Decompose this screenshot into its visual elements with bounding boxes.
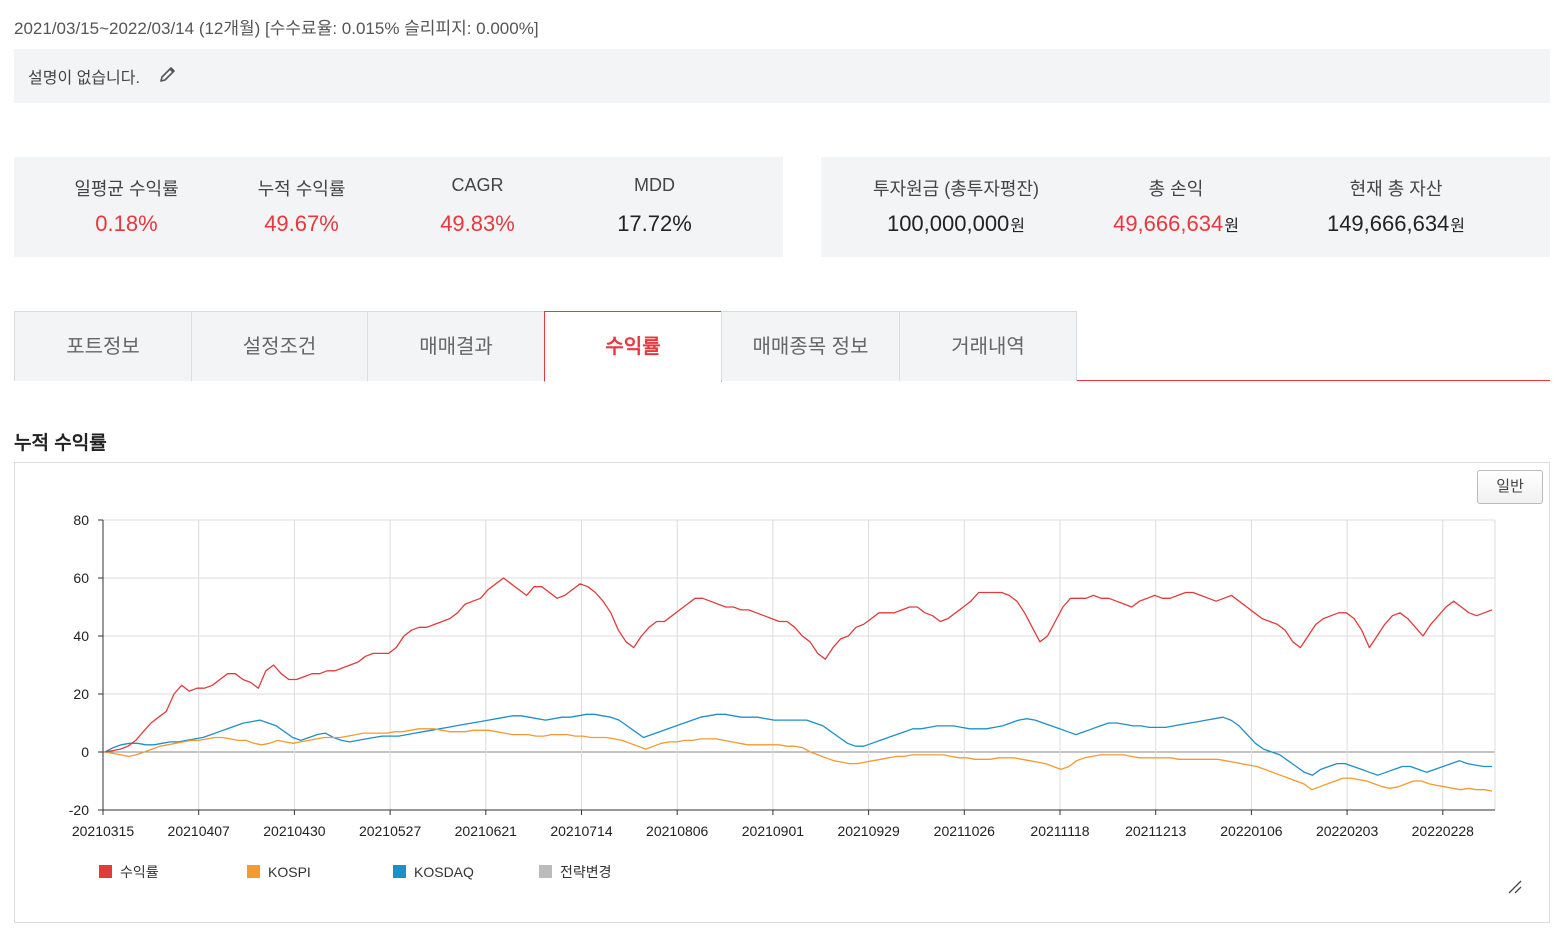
- x-tick-label: 20210430: [263, 823, 326, 839]
- stat-number: 100,000,000: [886, 211, 1010, 236]
- tab-bar: 포트정보 설정조건 매매결과 수익률 매매종목 정보 거래내역: [14, 311, 1550, 382]
- resize-handle-icon[interactable]: [1508, 880, 1522, 894]
- cumulative-return-chart: 80 60 40 20 0 -20 20210315 20210407 20210430 2021…: [69, 512, 1522, 894]
- tab-stock-info[interactable]: 매매종목 정보: [721, 311, 900, 381]
- stat-principal: 투자원금 (총투자평잔) 100,000,000원: [836, 157, 1076, 257]
- legend-item[interactable]: 전략변경: [539, 864, 612, 880]
- chart-section-title: 누적 수익률: [14, 433, 107, 454]
- return-stats-panel: 일평균 수익률 0.18% 누적 수익률 49.67% CAGR 49.83% …: [14, 157, 783, 257]
- y-tick-label: 0: [81, 744, 89, 760]
- legend-item[interactable]: KOSPI: [247, 864, 311, 880]
- x-tick-label: 20220228: [1412, 823, 1475, 839]
- y-tick-label: 40: [73, 628, 89, 644]
- description-box: 설명이 없습니다.: [14, 49, 1550, 103]
- y-tick-label: 60: [73, 570, 89, 586]
- legend-swatch: [539, 865, 552, 878]
- stat-label: 투자원금 (총투자평잔): [872, 179, 1040, 199]
- x-tick-label: 20211118: [1030, 823, 1089, 839]
- stat-number: 49,666,634: [1113, 211, 1224, 236]
- y-tick-label: 80: [73, 512, 89, 528]
- legend-label: 전략변경: [560, 864, 612, 880]
- x-tick-label: 20210806: [646, 823, 709, 839]
- tab-returns[interactable]: 수익률: [544, 311, 722, 382]
- legend-swatch: [99, 865, 112, 878]
- stat-label: 누적 수익률: [257, 179, 346, 199]
- stat-cagr: CAGR 49.83%: [390, 157, 565, 257]
- x-tick-label: 20210621: [455, 823, 518, 839]
- stat-value: 17.72%: [617, 211, 692, 236]
- backtest-period: 2021/03/15~2022/03/14 (12개월) [수수료율: 0.01…: [14, 19, 539, 38]
- stat-unit: 원: [1010, 218, 1026, 235]
- legend-label: KOSPI: [268, 864, 311, 880]
- tab-trade-results[interactable]: 매매결과: [367, 311, 545, 381]
- stat-mdd: MDD 17.72%: [567, 157, 742, 257]
- legend-swatch: [247, 865, 260, 878]
- stat-daily-avg-return: 일평균 수익률 0.18%: [39, 157, 214, 257]
- stat-unit: 원: [1450, 218, 1466, 235]
- stat-label: 현재 총 자산: [1349, 179, 1443, 199]
- stat-label: MDD: [634, 175, 675, 195]
- x-tick-label: 20211213: [1125, 823, 1186, 839]
- series-line-2: [104, 713, 1492, 776]
- y-tick-label: -20: [69, 802, 89, 818]
- chart-mode-button[interactable]: 일반: [1477, 470, 1543, 504]
- stat-label: 일평균 수익률: [74, 179, 179, 199]
- stat-value: 49.83%: [440, 211, 515, 236]
- x-tick-label: 20210407: [168, 823, 231, 839]
- stat-value: 0.18%: [95, 211, 158, 236]
- x-tick-label: 20210714: [550, 823, 613, 839]
- series-line-0: [104, 577, 1493, 753]
- legend-item[interactable]: 수익률: [99, 864, 159, 880]
- legend-item[interactable]: KOSDAQ: [393, 864, 474, 880]
- tab-port-info[interactable]: 포트정보: [14, 311, 192, 381]
- stat-total-assets: 현재 총 자산 149,666,634원: [1276, 157, 1516, 257]
- asset-stats-panel: 투자원금 (총투자평잔) 100,000,000원 총 손익 49,666,63…: [821, 157, 1550, 257]
- pencil-edit-icon[interactable]: [158, 64, 178, 84]
- legend-label: 수익률: [120, 864, 159, 880]
- stat-total-pnl: 총 손익 49,666,634원: [1056, 157, 1296, 257]
- chart-panel: 일반 80 60 40 20 0 -20 20210315 20210407 20210430 2…: [14, 462, 1550, 923]
- legend-label: KOSDAQ: [414, 864, 474, 880]
- tab-settings[interactable]: 설정조건: [191, 311, 368, 381]
- stat-unit: 원: [1224, 218, 1239, 235]
- tab-transactions[interactable]: 거래내역: [899, 311, 1077, 381]
- stat-value: 100,000,000원: [836, 211, 1076, 237]
- y-tick-label: 20: [73, 686, 89, 702]
- stat-label: 총 손익: [1148, 179, 1204, 199]
- x-tick-label: 20220203: [1316, 823, 1379, 839]
- stat-value: 49.67%: [264, 211, 339, 236]
- x-tick-label: 20210901: [742, 823, 805, 839]
- stat-label: CAGR: [451, 175, 504, 195]
- stat-cumulative-return: 누적 수익률 49.67%: [214, 157, 389, 257]
- x-tick-label: 20210527: [359, 823, 422, 839]
- x-tick-label: 20210929: [837, 823, 900, 839]
- x-tick-label: 20220106: [1220, 823, 1283, 839]
- legend-swatch: [393, 865, 406, 878]
- series-line-1: [104, 728, 1493, 792]
- stat-value: 49,666,634원: [1056, 211, 1296, 237]
- description-text: 설명이 없습니다.: [28, 70, 140, 87]
- stat-value: 149,666,634원: [1276, 211, 1516, 237]
- stat-number: 149,666,634: [1326, 211, 1450, 236]
- x-tick-label: 20210315: [72, 823, 135, 839]
- x-tick-label: 20211026: [934, 823, 995, 839]
